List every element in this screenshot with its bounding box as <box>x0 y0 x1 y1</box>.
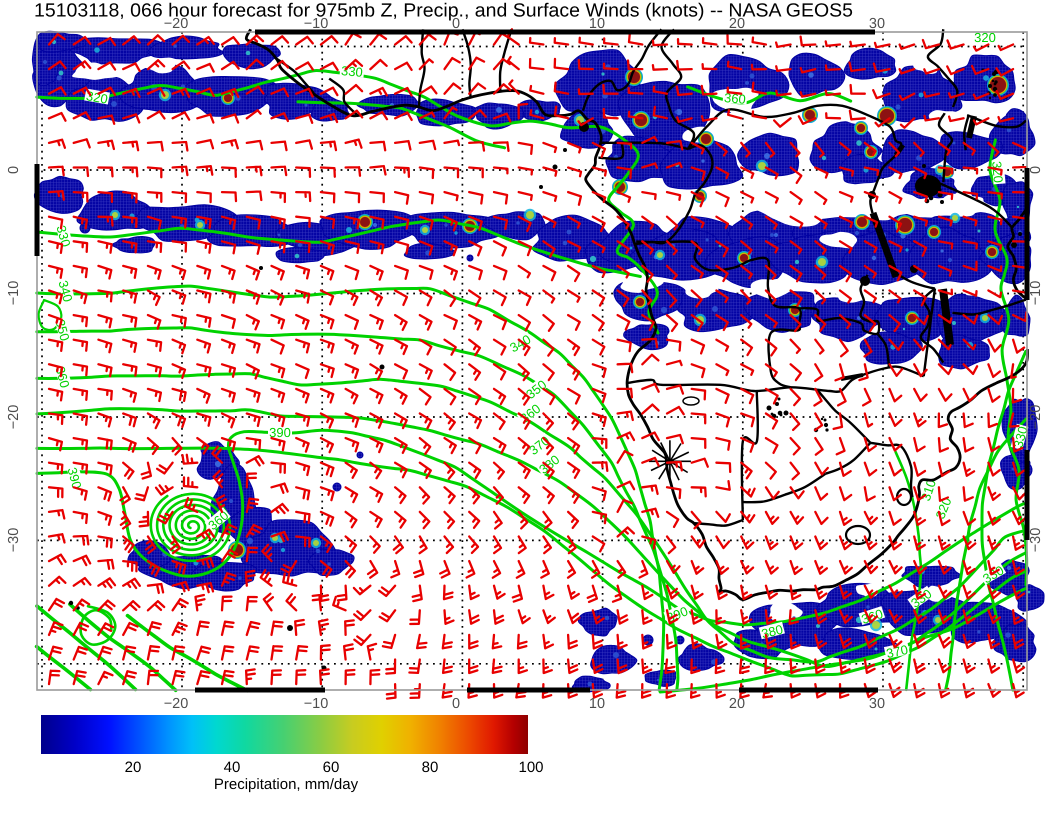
svg-text:0: 0 <box>452 16 460 32</box>
svg-text:15103118, 066 hour forecast fo: 15103118, 066 hour forecast for 975mb Z,… <box>34 1 853 22</box>
svg-text:−10: −10 <box>304 696 329 712</box>
svg-text:−20: −20 <box>1028 405 1044 430</box>
svg-text:20: 20 <box>125 759 142 776</box>
svg-text:60: 60 <box>323 759 340 776</box>
svg-text:−20: −20 <box>6 405 22 430</box>
svg-text:100: 100 <box>518 759 543 776</box>
svg-text:−10: −10 <box>304 16 329 32</box>
svg-text:370: 370 <box>885 642 909 661</box>
svg-text:−20: −20 <box>164 16 189 32</box>
svg-text:350: 350 <box>52 318 72 343</box>
svg-text:0: 0 <box>6 166 22 174</box>
svg-text:330: 330 <box>340 63 363 80</box>
svg-text:−10: −10 <box>1028 281 1044 306</box>
svg-text:20: 20 <box>729 696 745 712</box>
svg-text:0: 0 <box>1028 166 1044 174</box>
svg-text:390: 390 <box>64 466 84 491</box>
svg-text:−20: −20 <box>164 696 189 712</box>
svg-text:320: 320 <box>974 30 996 45</box>
svg-text:−10: −10 <box>6 281 22 306</box>
svg-text:330: 330 <box>53 224 73 249</box>
svg-text:20: 20 <box>729 16 745 32</box>
svg-text:320: 320 <box>989 161 1006 184</box>
svg-text:−30: −30 <box>6 528 22 553</box>
svg-text:330: 330 <box>1010 425 1030 450</box>
svg-text:Precipitation, mm/day: Precipitation, mm/day <box>214 776 359 793</box>
svg-text:40: 40 <box>224 759 241 776</box>
svg-text:390: 390 <box>269 425 291 440</box>
svg-text:30: 30 <box>869 696 885 712</box>
svg-text:80: 80 <box>422 759 439 776</box>
svg-text:320: 320 <box>85 88 109 107</box>
svg-text:−30: −30 <box>1028 528 1044 553</box>
svg-text:0: 0 <box>452 696 460 712</box>
svg-text:10: 10 <box>589 696 605 712</box>
svg-text:30: 30 <box>869 16 885 32</box>
svg-text:10: 10 <box>589 16 605 32</box>
